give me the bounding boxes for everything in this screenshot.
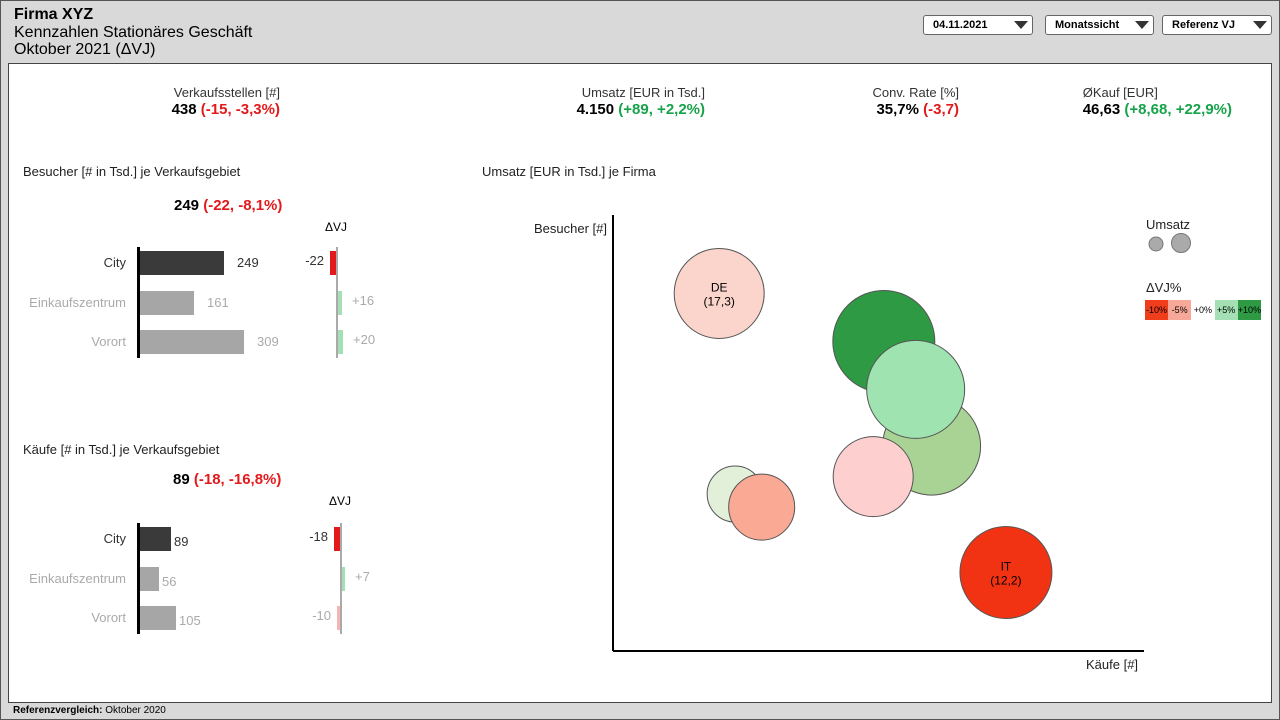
chevron-down-icon (1014, 21, 1028, 29)
bubble-y-axis-label: Besucher [#] (534, 221, 607, 236)
date-dropdown-label: 04.11.2021 (933, 19, 988, 31)
kpi-label: Conv. Rate [%] (872, 85, 959, 100)
purchases-total: 89 (173, 471, 190, 488)
color-legend-swatch: +5% (1214, 300, 1238, 320)
color-legend-swatch: -5% (1168, 300, 1192, 320)
kpi-value: 438 (171, 101, 197, 118)
reference-dropdown[interactable]: Referenz VJ (1162, 15, 1272, 35)
bar-axis-line (137, 523, 140, 634)
footer-value: Oktober 2020 (105, 705, 166, 716)
bar-value-label: 161 (207, 294, 229, 310)
kpi-avg-purchase: ØKauf [EUR] 46,63 (+8,68, +22,9%) (1083, 85, 1232, 119)
bar-value-label: 105 (179, 613, 201, 628)
delta-bar (337, 606, 340, 630)
delta-label: +20 (353, 332, 376, 347)
kpi-delta: (+89, +2,2%) (618, 101, 705, 118)
kpi-delta: (-15, -3,3%) (200, 101, 280, 118)
kpi-value-row: 4.150 (+89, +2,2%) (577, 101, 705, 119)
kpi-delta: (+8,68, +22,9%) (1124, 101, 1232, 118)
category-label: Vorort (91, 610, 126, 625)
kpi-value: 46,63 (1082, 101, 1121, 118)
category-label: Vorort (91, 334, 126, 349)
kpi-verkaufsstellen: Verkaufsstellen [#] 438 (-15, -3,3%) (172, 85, 280, 119)
bar (140, 606, 176, 630)
report-subtitle: Kennzahlen Stationäres Geschäft (14, 24, 253, 41)
company-title: Firma XYZ (14, 6, 94, 23)
visitors-total-row: 249 (-22, -8,1%) (174, 197, 282, 214)
delta-label: -22 (305, 253, 324, 268)
size-legend-title: Umsatz (1146, 217, 1191, 232)
delta-label: +7 (355, 568, 370, 584)
category-label: City (103, 531, 126, 546)
kpi-value-row: 46,63 (+8,68, +22,9%) (1083, 101, 1232, 119)
bubble-x-axis-label: Käufe [#] (1086, 657, 1139, 672)
kpi-conv-rate: Conv. Rate [%] 35,7% (-3,7) (873, 85, 959, 119)
view-dropdown-label: Monatssicht (1055, 19, 1120, 31)
bar (140, 527, 171, 551)
purchases-total-row: 89 (-18, -16,8%) (173, 471, 281, 488)
chevron-down-icon (1253, 21, 1267, 29)
visitors-total-delta: (-22, -8,1%) (203, 197, 283, 214)
color-legend-title: ΔVJ% (1146, 280, 1182, 295)
bar (140, 251, 224, 275)
delta-bar (338, 330, 343, 354)
bar (140, 566, 159, 591)
footer-label: Referenzvergleich: (13, 705, 103, 716)
visitors-title: Besucher [# in Tsd.] je Verkaufsgebiet (23, 164, 241, 179)
reference-dropdown-label: Referenz VJ (1172, 19, 1235, 31)
header: Firma XYZ Kennzahlen Stationäres Geschäf… (14, 6, 252, 58)
delta-bar (338, 290, 342, 315)
delta-bar (334, 527, 340, 551)
chevron-down-icon (1135, 21, 1149, 29)
kpi-value-row: 438 (-15, -3,3%) (172, 101, 280, 119)
category-label: Einkaufszentrum (29, 570, 126, 586)
bar-value-label: 56 (162, 573, 177, 589)
kpi-label: ØKauf [EUR] (1082, 85, 1158, 100)
bar (140, 330, 244, 354)
bar-value-label: 89 (174, 534, 189, 549)
color-legend-swatch: -10% (1145, 300, 1168, 320)
delta-bar (342, 566, 345, 591)
kpi-label: Verkaufsstellen [#] (173, 85, 280, 100)
purchases-delta-header: ΔVJ (329, 494, 352, 508)
bar-value-label: 309 (257, 334, 279, 349)
bar-value-label: 249 (237, 255, 259, 270)
visitors-total: 249 (174, 197, 200, 214)
color-legend-swatch: +10% (1237, 300, 1261, 320)
delta-bar (330, 251, 336, 275)
purchases-total-delta: (-18, -16,8%) (193, 471, 282, 488)
kpi-delta: (-3,7) (923, 101, 959, 118)
main-panel (8, 63, 1272, 703)
kpi-value: 35,7% (876, 101, 919, 118)
footer: Referenzvergleich: Oktober 2020 (13, 705, 166, 716)
delta-label: -10 (312, 608, 331, 623)
category-label: City (103, 255, 126, 270)
delta-label: +16 (352, 292, 375, 308)
kpi-umsatz: Umsatz [EUR in Tsd.] 4.150 (+89, +2,2%) (577, 85, 705, 119)
visitors-delta-header: ΔVJ (325, 220, 348, 234)
bubble-chart-title: Umsatz [EUR in Tsd.] je Firma (482, 164, 656, 179)
purchases-title: Käufe [# in Tsd.] je Verkaufsgebiet (23, 442, 220, 457)
kpi-value-row: 35,7% (-3,7) (873, 101, 959, 119)
color-legend-swatch: +0% (1191, 300, 1215, 320)
kpi-value: 4.150 (576, 101, 615, 118)
bar-axis-line (137, 247, 140, 358)
delta-label: -18 (309, 529, 328, 544)
report-period: Oktober 2021 (ΔVJ) (14, 41, 156, 58)
kpi-label: Umsatz [EUR in Tsd.] (581, 85, 705, 100)
delta-axis-line (336, 247, 338, 358)
date-dropdown[interactable]: 04.11.2021 (923, 15, 1033, 35)
category-label: Einkaufszentrum (29, 294, 126, 310)
bar (140, 290, 194, 315)
delta-axis-line (340, 523, 342, 634)
view-dropdown[interactable]: Monatssicht (1045, 15, 1154, 35)
